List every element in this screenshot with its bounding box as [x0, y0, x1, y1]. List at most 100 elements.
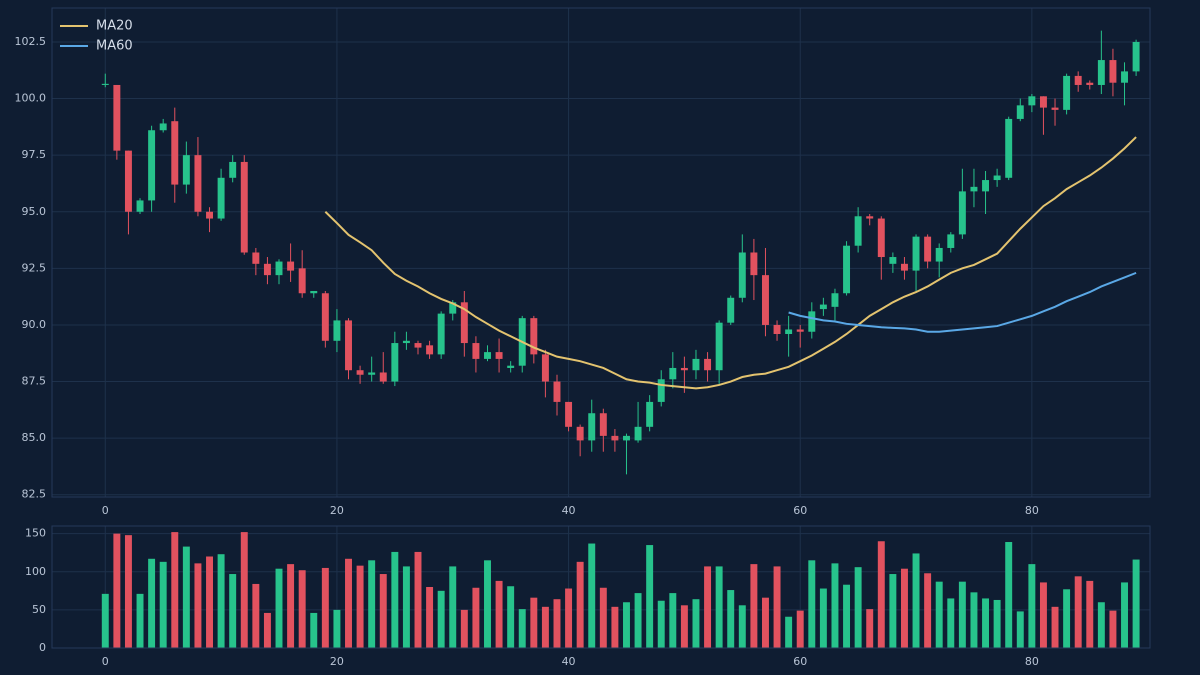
candle-body: [900, 263, 908, 271]
volume-bar: [808, 560, 816, 648]
candle-body: [669, 367, 677, 380]
volume-y-tick-label: 0: [39, 641, 46, 654]
volume-bar: [252, 583, 260, 648]
volume-bar: [704, 566, 712, 648]
volume-bar: [669, 593, 677, 648]
volume-bar: [947, 598, 955, 648]
x-tick-label: 60: [793, 504, 807, 517]
volume-bar: [507, 586, 515, 648]
candle-body: [182, 155, 190, 185]
candle-body: [449, 302, 457, 314]
candle-body: [623, 435, 630, 441]
volume-bar: [333, 609, 341, 648]
volume-bar: [970, 592, 978, 648]
volume-bar: [263, 612, 271, 648]
volume-bar: [854, 567, 862, 648]
candle-body: [460, 302, 468, 344]
volume-y-tick-label: 50: [32, 603, 46, 616]
candle-body: [206, 211, 213, 219]
candle-body: [1039, 96, 1047, 108]
volume-bar: [866, 609, 874, 648]
volume-bar: [623, 602, 630, 648]
candle-body: [321, 293, 329, 341]
volume-bar: [889, 574, 897, 648]
marks-layer: [101, 30, 1140, 648]
candle-body: [877, 218, 885, 258]
y-tick-label: 100.0: [15, 92, 47, 105]
volume-bar: [877, 541, 885, 648]
x-tick-label: 40: [562, 504, 576, 517]
candle-body: [1074, 75, 1082, 85]
volume-bar: [426, 587, 434, 648]
volume-bar: [738, 605, 746, 648]
y-tick-label: 97.5: [22, 148, 47, 161]
volume-bar: [472, 587, 480, 648]
candle-body: [495, 352, 503, 359]
volume-bar: [761, 597, 769, 648]
candle-body: [1132, 41, 1140, 72]
candle-body: [576, 426, 584, 441]
volume-bar: [1132, 559, 1140, 648]
candle-body: [437, 313, 445, 355]
candle-body: [947, 234, 955, 248]
candle-body: [935, 247, 943, 262]
volume-x-tick-label: 0: [102, 655, 109, 668]
volume-bar: [1086, 580, 1094, 648]
volume-bar: [356, 565, 364, 648]
volume-y-tick-label: 100: [25, 565, 46, 578]
volume-bar: [646, 545, 654, 648]
candle-body: [588, 413, 596, 441]
candle-body: [993, 175, 1001, 181]
volume-bar: [124, 535, 132, 648]
volume-bar: [1097, 602, 1105, 648]
candle-body: [1016, 105, 1024, 119]
volume-bar: [611, 606, 619, 648]
volume-bar: [437, 590, 445, 648]
candle-body: [761, 275, 769, 325]
y-tick-label: 95.0: [22, 205, 47, 218]
x-tick-label: 20: [330, 504, 344, 517]
volume-bar: [206, 556, 213, 648]
candle-body: [530, 318, 538, 355]
volume-bar: [136, 593, 144, 648]
candle-body: [1097, 60, 1105, 85]
volume-bar: [1074, 576, 1082, 648]
x-tick-label: 0: [102, 504, 109, 517]
volume-bar: [1028, 564, 1036, 648]
candle-body: [646, 401, 654, 427]
candle-body: [773, 324, 781, 334]
volume-bar: [217, 554, 225, 648]
candle-body: [148, 130, 156, 201]
candle-body: [1005, 118, 1013, 178]
candle-body: [541, 354, 549, 382]
volume-bar: [900, 568, 908, 648]
volume-bar: [229, 574, 237, 648]
candle-body: [1028, 96, 1036, 106]
volume-bar: [1051, 606, 1059, 648]
volume-bar: [345, 558, 352, 648]
volume-bar: [1016, 611, 1024, 648]
candle-body: [345, 320, 352, 371]
candle-body: [391, 343, 399, 382]
candle-body: [252, 252, 260, 264]
y-tick-label: 92.5: [22, 261, 47, 274]
volume-bar: [565, 588, 573, 648]
candle-body: [819, 304, 827, 310]
volume-bar: [1063, 589, 1071, 648]
volume-bar: [449, 566, 457, 648]
volume-bar: [530, 597, 538, 648]
candle-body: [101, 83, 109, 85]
candle-body: [924, 236, 932, 262]
candle-body: [113, 84, 121, 151]
y-tick-label: 90.0: [22, 318, 47, 331]
candle-body: [229, 161, 237, 178]
volume-bar: [993, 599, 1001, 648]
candle-body: [854, 216, 862, 246]
volume-bar: [924, 573, 932, 648]
volume-bar: [171, 532, 179, 648]
candle-body: [275, 261, 283, 276]
volume-bar: [460, 609, 468, 648]
candle-body: [715, 322, 723, 371]
candle-body: [912, 236, 920, 271]
